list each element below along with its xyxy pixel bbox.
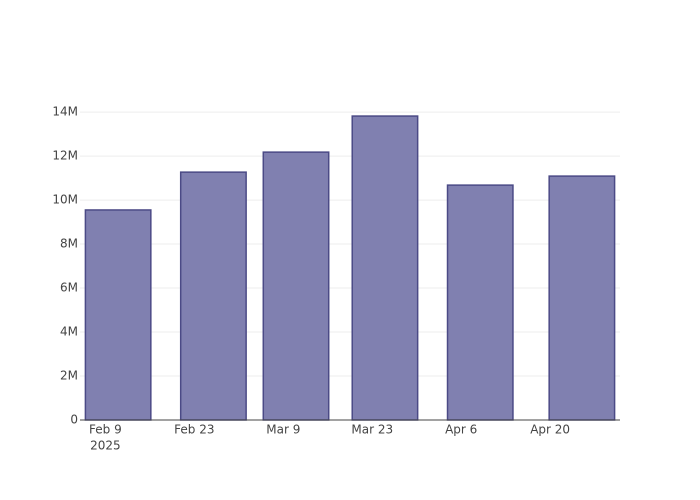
x-tick-label: Apr 6: [445, 423, 477, 437]
y-tick-label: 2M: [60, 369, 78, 383]
y-tick-label: 4M: [60, 325, 78, 339]
x-tick-label: Mar 23: [351, 423, 393, 437]
y-tick-label: 14M: [52, 105, 78, 119]
bar: [84, 209, 152, 421]
bar: [446, 184, 514, 421]
x-tick-label: Feb 9: [89, 423, 122, 437]
bar: [548, 175, 616, 421]
x-year-label: 2025: [90, 439, 121, 453]
x-tick-label: Feb 23: [174, 423, 214, 437]
y-tick-label: 6M: [60, 281, 78, 295]
y-tick-label: 10M: [52, 193, 78, 207]
x-tick-label: Mar 9: [266, 423, 300, 437]
bar: [351, 115, 419, 421]
y-tick-label: 12M: [52, 149, 78, 163]
y-tick-label: 8M: [60, 237, 78, 251]
x-tick-label: Apr 20: [530, 423, 570, 437]
y-tick-label: 0: [70, 413, 78, 427]
bar: [179, 171, 247, 421]
bar: [262, 151, 330, 421]
